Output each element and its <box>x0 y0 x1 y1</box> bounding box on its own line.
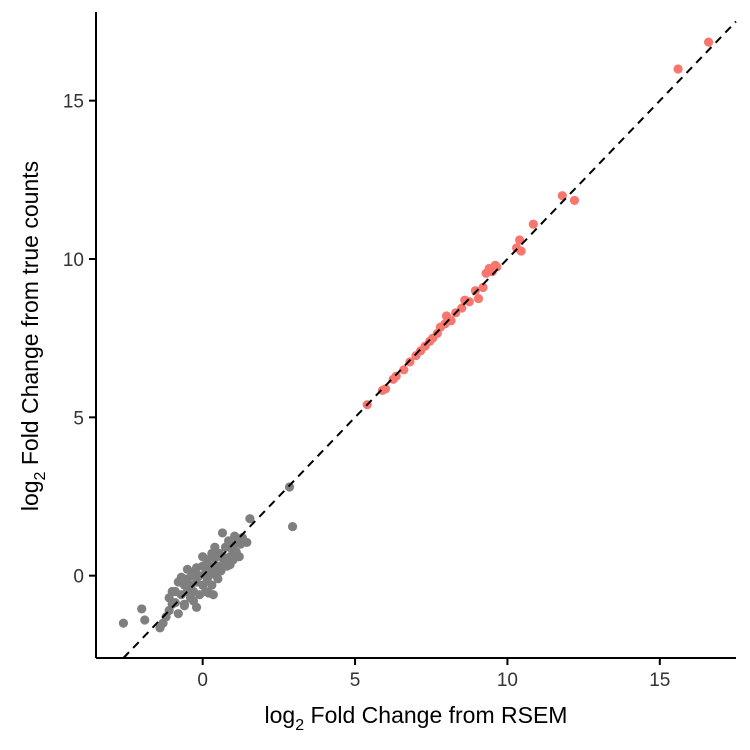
background-point <box>167 586 177 597</box>
y-axis-title-rest: Fold Change from true counts <box>17 161 43 472</box>
background-point <box>191 602 202 612</box>
x-axis-title-rest: Fold Change from RSEM <box>304 702 567 728</box>
y-tick-label: 0 <box>73 567 84 588</box>
highlighted-point <box>569 195 580 206</box>
y-tick-label: 15 <box>63 92 84 113</box>
y-tick-label: 5 <box>73 408 84 429</box>
highlighted-point <box>446 316 456 326</box>
y-axis-title-subscript: 2 <box>32 471 49 480</box>
identity-reference-line <box>122 20 737 659</box>
background-point <box>179 601 189 611</box>
background-point <box>217 528 228 538</box>
background-point <box>242 537 252 548</box>
highlighted-point <box>516 246 526 256</box>
background-point <box>287 521 298 532</box>
y-tick-label: 10 <box>63 250 84 271</box>
background-point <box>198 552 208 562</box>
highlighted-point <box>557 191 567 201</box>
highlighted-point <box>492 262 502 272</box>
highlighted-point <box>464 297 474 307</box>
background-point <box>225 559 235 570</box>
background-point <box>234 552 244 562</box>
background-point <box>173 609 183 619</box>
background-point <box>213 574 223 584</box>
background-point <box>170 597 180 608</box>
background-point <box>137 604 147 614</box>
background-point <box>208 590 218 600</box>
highlighted-point <box>470 286 481 296</box>
x-axis-ticks: 0 5 10 15 <box>197 658 670 691</box>
highlighted-point <box>399 365 409 375</box>
highlighted-point <box>673 64 683 74</box>
x-axis-title-base: log <box>265 702 296 728</box>
points-layer <box>118 37 714 633</box>
background-point <box>220 553 231 563</box>
y-axis-title-base: log <box>17 480 43 511</box>
highlighted-point <box>405 357 415 367</box>
highlighted-point <box>703 37 714 47</box>
x-axis-title: log2 Fold Change from RSEM <box>265 702 568 734</box>
background-point <box>207 548 217 559</box>
background-point <box>245 514 255 524</box>
background-point <box>284 482 295 492</box>
highlighted-point <box>380 384 391 394</box>
background-point <box>228 540 238 551</box>
highlighted-point <box>391 371 401 381</box>
background-point <box>182 564 193 574</box>
background-point <box>202 575 212 586</box>
x-tick-label: 15 <box>649 670 670 691</box>
y-axis-ticks: 0 5 10 15 <box>63 92 96 588</box>
x-tick-label: 10 <box>497 670 518 691</box>
highlighted-point <box>515 235 525 245</box>
x-tick-label: 5 <box>350 670 361 691</box>
highlighted-point <box>478 282 488 293</box>
x-tick-label: 0 <box>197 670 208 691</box>
background-point <box>118 618 129 628</box>
y-axis-title: log2 Fold Change from true counts <box>17 161 49 511</box>
background-point <box>140 615 150 625</box>
highlighted-point <box>473 293 484 304</box>
highlighted-point <box>528 219 538 229</box>
highlighted-point <box>457 303 467 313</box>
background-point <box>187 571 197 581</box>
x-axis-title-subscript: 2 <box>295 717 304 734</box>
background-point <box>176 572 186 582</box>
